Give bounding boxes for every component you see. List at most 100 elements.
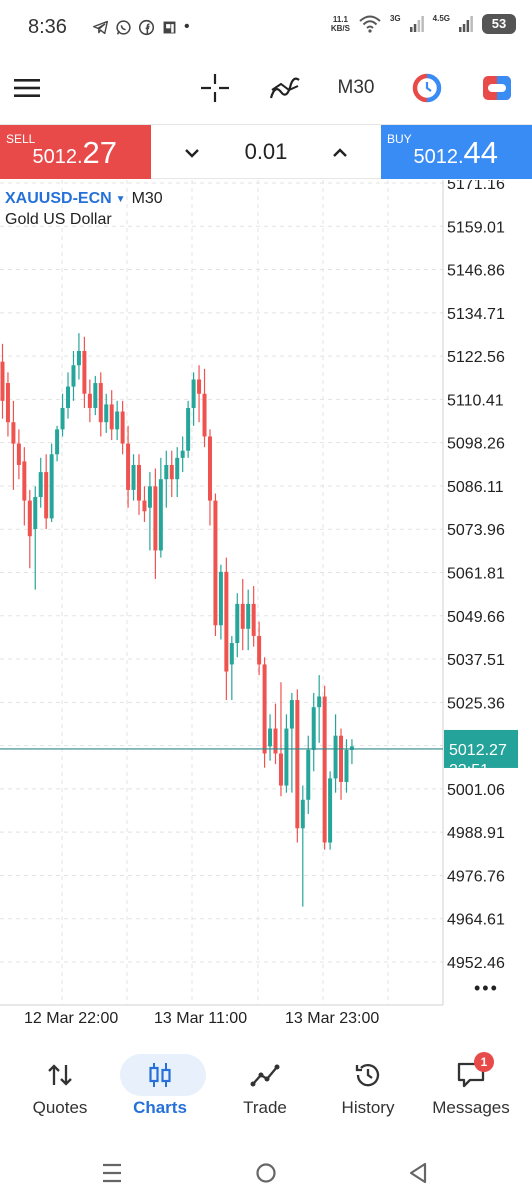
candle-body bbox=[322, 696, 327, 843]
price-chart[interactable]: XAUUSD-ECN ▼ M30 Gold US Dollar 5171.16 5… bbox=[0, 180, 532, 1040]
candle-body bbox=[153, 486, 158, 551]
candlestick-chart[interactable]: 5171.16 5159.01 5146.86 5134.71 5122.56 5110.… bbox=[0, 180, 532, 1040]
chevron-down-icon bbox=[185, 149, 199, 158]
candle-body bbox=[158, 479, 163, 551]
trend-line-icon bbox=[250, 1064, 280, 1087]
price-axis-label: 5146.86 bbox=[447, 263, 505, 280]
candle-body bbox=[16, 443, 21, 465]
candle-body bbox=[49, 454, 54, 519]
candle-body bbox=[202, 393, 207, 437]
telegram-icon bbox=[93, 20, 108, 34]
menu-icon bbox=[14, 79, 40, 97]
net-speed: 11.1 KB/S bbox=[331, 15, 350, 33]
price-axis-label: 4952.46 bbox=[447, 955, 505, 972]
nav-charts[interactable]: Charts bbox=[108, 1054, 212, 1134]
candle-body bbox=[295, 700, 300, 829]
candle-body bbox=[22, 461, 27, 501]
crosshair-icon bbox=[201, 74, 229, 102]
buy-price-main: 5012. bbox=[413, 146, 464, 168]
candle-body bbox=[5, 383, 10, 423]
candle-body bbox=[33, 497, 38, 530]
candle-body bbox=[186, 407, 191, 451]
candle-body bbox=[169, 464, 174, 480]
candle-body bbox=[328, 778, 333, 843]
chart-more-icon[interactable]: ••• bbox=[474, 978, 499, 998]
nav-quotes[interactable]: Quotes bbox=[8, 1054, 112, 1134]
volume-input[interactable]: 0.01 bbox=[244, 139, 288, 164]
nav-charts-label: Charts bbox=[133, 1098, 187, 1117]
trade-button[interactable] bbox=[410, 70, 444, 106]
price-axis-label: 4976.76 bbox=[447, 868, 505, 885]
candle-body bbox=[197, 379, 202, 394]
indicators-button[interactable] bbox=[268, 70, 302, 106]
buy-label: BUY bbox=[387, 132, 412, 146]
timeframe-button[interactable]: M30 bbox=[334, 70, 378, 106]
candles-icon bbox=[149, 1063, 171, 1087]
chart-timeframe: M30 bbox=[131, 190, 163, 207]
candle-body bbox=[349, 746, 354, 750]
candle-body bbox=[66, 386, 71, 408]
sell-button[interactable]: SELL 5012. 27 bbox=[0, 125, 151, 179]
symbol-dropdown-icon[interactable]: ▼ bbox=[115, 193, 126, 205]
candle-body bbox=[235, 603, 240, 644]
candle-body bbox=[213, 500, 218, 626]
status-bar: 8:36 • 11.1 KB/S 3G 4.5G 53 bbox=[0, 0, 532, 58]
candle-body bbox=[126, 443, 131, 490]
price-axis-label: 5073.96 bbox=[447, 522, 505, 539]
news-icon bbox=[163, 21, 176, 33]
home-icon[interactable] bbox=[254, 1161, 278, 1185]
status-time: 8:36 bbox=[28, 16, 67, 38]
chart-symbol-row[interactable]: XAUUSD-ECN ▼ M30 bbox=[5, 190, 163, 208]
candle-body bbox=[240, 603, 245, 629]
price-axis-label: 5134.71 bbox=[447, 306, 505, 323]
candle-body bbox=[262, 664, 267, 754]
indicators-icon bbox=[269, 77, 300, 99]
candle-body bbox=[300, 799, 305, 829]
crosshair-button[interactable] bbox=[198, 70, 232, 106]
candle-body bbox=[273, 728, 278, 754]
sell-price: 5012. 27 bbox=[32, 135, 117, 171]
nav-history[interactable]: History bbox=[316, 1054, 420, 1134]
buy-price: 5012. 44 bbox=[413, 135, 498, 171]
back-icon[interactable] bbox=[406, 1161, 430, 1185]
current-price-label: 5012.27 bbox=[449, 742, 507, 759]
price-axis-label: 5098.26 bbox=[447, 436, 505, 453]
wifi-icon bbox=[359, 15, 381, 33]
candle-body bbox=[268, 728, 273, 747]
time-axis-label: 12 Mar 22:00 bbox=[24, 1010, 118, 1027]
candle-body bbox=[27, 500, 32, 537]
messages-badge: 1 bbox=[474, 1052, 494, 1072]
nav-trade[interactable]: Trade bbox=[213, 1054, 317, 1134]
system-navigation-bar bbox=[0, 1148, 532, 1200]
time-axis-label: 13 Mar 11:00 bbox=[154, 1010, 247, 1027]
sell-price-pips: 27 bbox=[82, 135, 117, 170]
candle-body bbox=[147, 486, 152, 508]
candle-body bbox=[98, 383, 103, 423]
facebook-icon bbox=[138, 19, 155, 35]
recent-apps-icon[interactable] bbox=[100, 1162, 124, 1184]
volume-decrease-button[interactable] bbox=[178, 139, 206, 167]
buy-button[interactable]: BUY 5012. 44 bbox=[381, 125, 532, 179]
price-axis-label: 5001.06 bbox=[447, 782, 505, 799]
candle-body bbox=[191, 379, 196, 408]
price-axis-label: 5025.36 bbox=[447, 695, 505, 712]
toggle-icon bbox=[483, 76, 511, 100]
candle-body bbox=[55, 429, 60, 455]
volume-increase-button[interactable] bbox=[326, 139, 354, 167]
candle-body bbox=[180, 450, 185, 458]
candle-body bbox=[306, 749, 311, 800]
status-more-dot: • bbox=[184, 18, 190, 35]
battery-indicator: 53 bbox=[482, 14, 516, 34]
candle-body bbox=[0, 361, 5, 401]
price-axis-label: 5061.81 bbox=[447, 566, 505, 583]
price-axis-label: 5086.11 bbox=[447, 479, 504, 496]
status-app-icons: • bbox=[92, 18, 190, 36]
nav-messages[interactable]: 1 Messages bbox=[419, 1052, 523, 1134]
buy-price-pips: 44 bbox=[463, 135, 498, 170]
price-axis-label: 5159.01 bbox=[447, 219, 505, 236]
chart-symbol[interactable]: XAUUSD-ECN bbox=[5, 190, 112, 207]
time-axis-label: 13 Mar 23:00 bbox=[285, 1010, 379, 1027]
menu-button[interactable] bbox=[12, 70, 42, 106]
price-axis-label: 5171.16 bbox=[447, 180, 505, 193]
one-click-trading-button[interactable] bbox=[480, 70, 514, 106]
